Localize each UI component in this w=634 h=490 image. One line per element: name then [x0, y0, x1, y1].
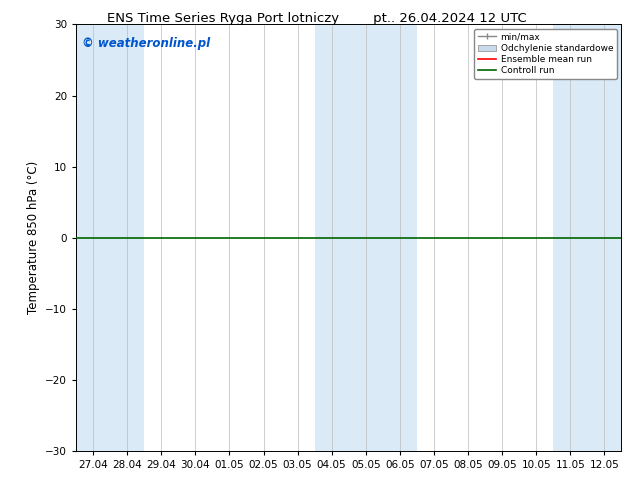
Text: © weatheronline.pl: © weatheronline.pl: [82, 37, 210, 50]
Bar: [553, 24, 621, 451]
Y-axis label: Temperature 850 hPa (°C): Temperature 850 hPa (°C): [27, 161, 39, 314]
Bar: [314, 24, 417, 451]
Legend: min/max, Odchylenie standardowe, Ensemble mean run, Controll run: min/max, Odchylenie standardowe, Ensembl…: [474, 29, 617, 79]
Text: ENS Time Series Ryga Port lotniczy        pt.. 26.04.2024 12 UTC: ENS Time Series Ryga Port lotniczy pt.. …: [107, 12, 527, 25]
Bar: [76, 24, 144, 451]
